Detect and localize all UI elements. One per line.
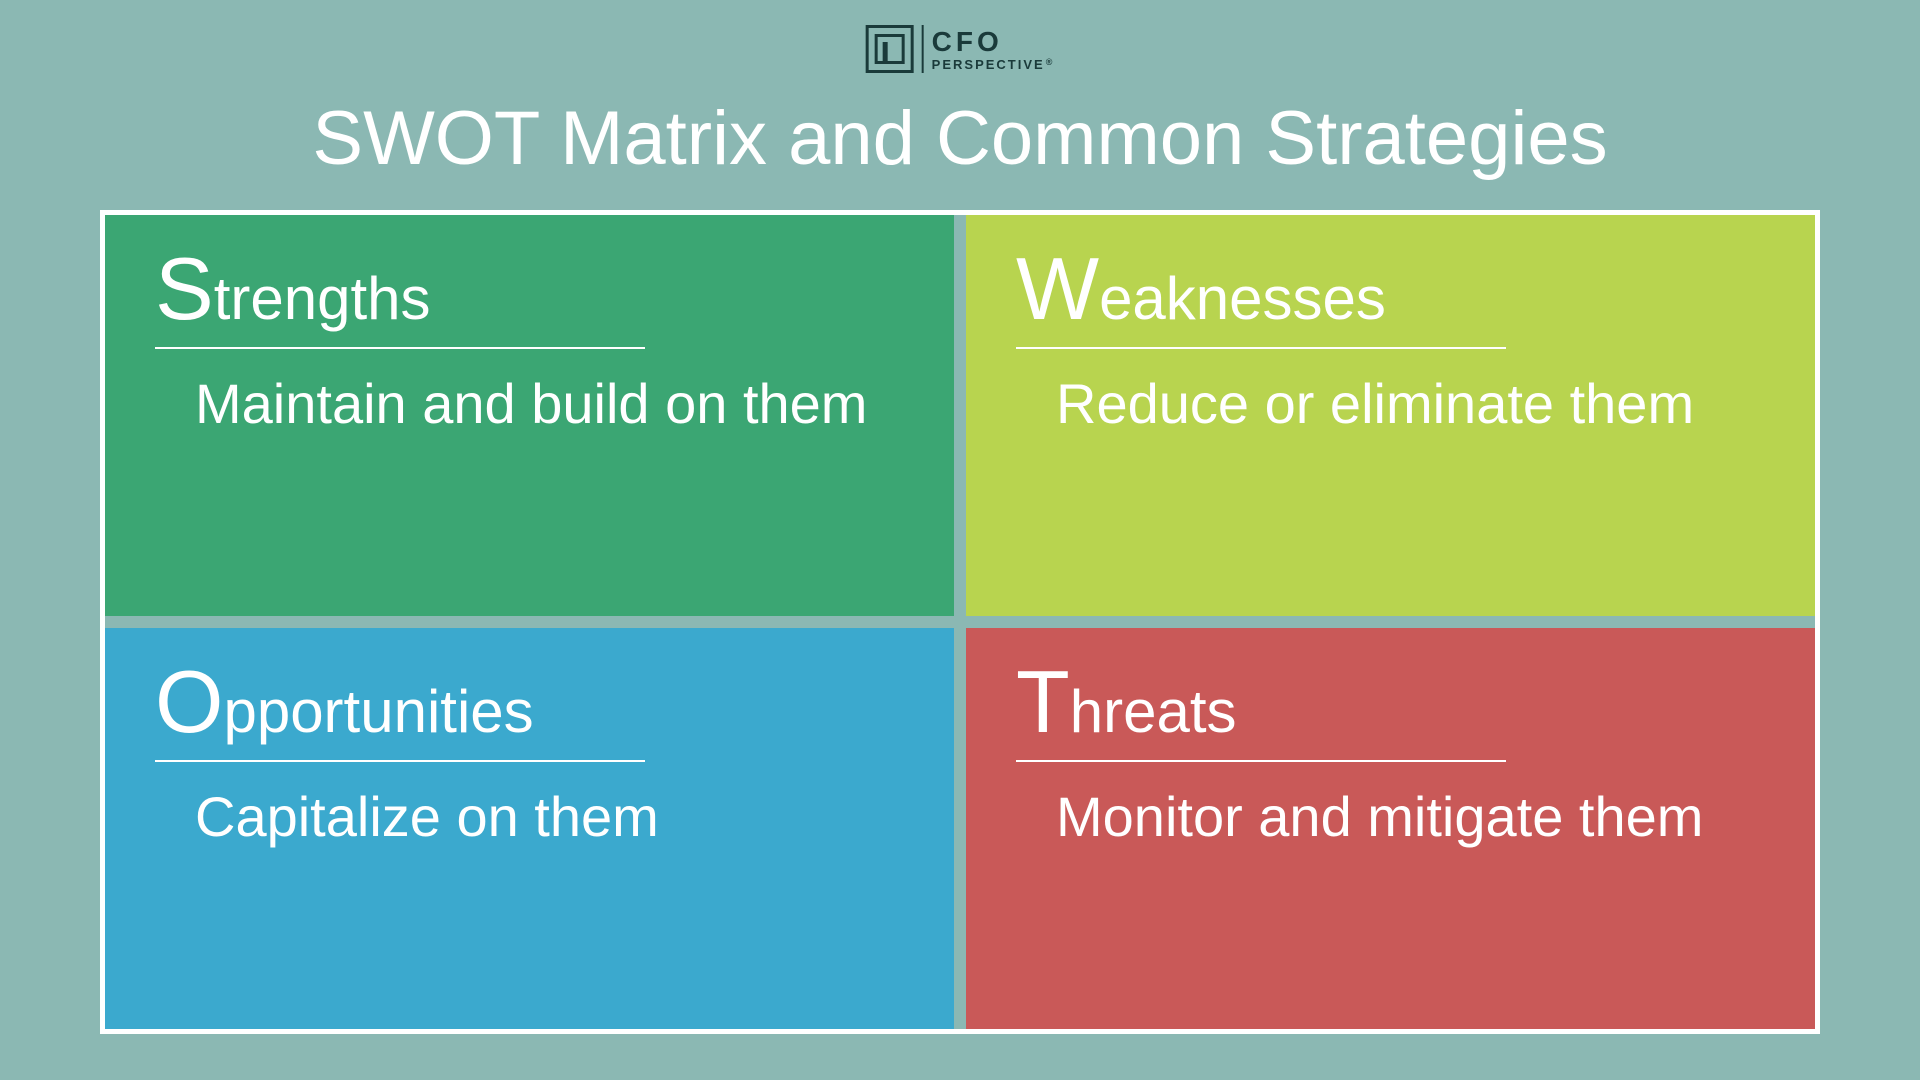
quadrant-weaknesses-title: Weaknesses (1016, 245, 1506, 349)
quadrant-opportunities-title: Opportunities (155, 658, 645, 762)
logo-text-sub: PERSPECTIVE® (932, 58, 1055, 71)
quadrant-threats-strategy: Monitor and mitigate them (1016, 782, 1775, 852)
quadrant-opportunities: Opportunities Capitalize on them (105, 628, 954, 1029)
quadrant-strengths: Strengths Maintain and build on them (105, 215, 954, 616)
quadrant-threats-title: Threats (1016, 658, 1506, 762)
page-title: SWOT Matrix and Common Strategies (0, 95, 1920, 182)
quadrant-opportunities-strategy: Capitalize on them (155, 782, 914, 852)
quadrant-threats: Threats Monitor and mitigate them (966, 628, 1815, 1029)
quadrant-weaknesses-strategy: Reduce or eliminate them (1016, 369, 1775, 439)
logo-text: CFO PERSPECTIVE® (932, 28, 1055, 71)
logo: CFO PERSPECTIVE® (866, 25, 1055, 73)
logo-divider (922, 25, 924, 73)
quadrant-strengths-title: Strengths (155, 245, 645, 349)
swot-matrix: Strengths Maintain and build on them Wea… (100, 210, 1820, 1034)
quadrant-weaknesses: Weaknesses Reduce or eliminate them (966, 215, 1815, 616)
logo-text-main: CFO (932, 28, 1055, 56)
logo-icon (866, 25, 914, 73)
quadrant-strengths-strategy: Maintain and build on them (155, 369, 914, 439)
